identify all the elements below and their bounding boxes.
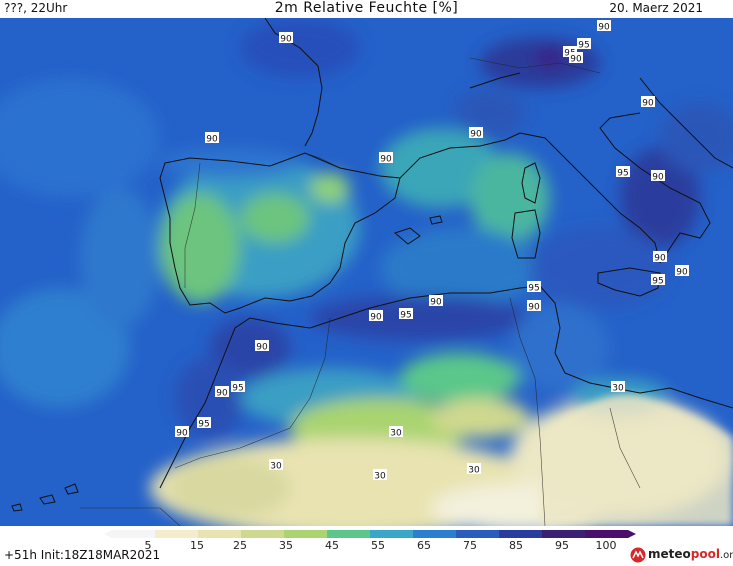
colorbar-segment: [499, 530, 543, 538]
svg-text:95: 95: [652, 277, 663, 287]
contour-label: 90: [597, 20, 611, 33]
colorbar-segment: [112, 530, 156, 538]
contour-label: 90: [175, 426, 189, 439]
init-time-label: +51h Init:18Z18MAR2021: [4, 548, 161, 562]
svg-text:95: 95: [198, 420, 209, 430]
map-title: 2m Relative Feuchte [%]: [274, 0, 459, 16]
contour-label: 90: [255, 340, 269, 353]
svg-text:95: 95: [617, 169, 628, 179]
contour-label: 90: [469, 127, 483, 140]
logo-suffix: .org: [719, 550, 733, 561]
contour-label: 30: [373, 469, 387, 482]
header-bar: ???, 22Uhr 2m Relative Feuchte [%] 20. M…: [0, 0, 733, 18]
contour-label: 90: [205, 132, 219, 145]
colorbar-segment: [542, 530, 586, 538]
svg-text:95: 95: [528, 284, 539, 294]
contour-label: 90: [569, 52, 583, 65]
colorbar-segment: [370, 530, 414, 538]
colorbar: 5 15 25 35 45 55 65 75 85 95 100: [104, 530, 636, 550]
colorbar-segment: [585, 530, 629, 538]
colorbar-tick-label: 85: [509, 539, 523, 550]
contour-label: 95: [399, 308, 413, 321]
contour-label: 90: [651, 170, 665, 183]
forecast-time-label: ???, 22Uhr: [4, 1, 68, 15]
svg-text:90: 90: [216, 389, 228, 399]
contour-label: 90: [641, 96, 655, 109]
contour-label: 30: [467, 463, 481, 476]
contour-label: 90: [675, 265, 689, 278]
colorbar-segment: [241, 530, 285, 538]
svg-text:90: 90: [206, 135, 218, 145]
contour-label: 90: [653, 251, 667, 264]
logo-part2: pool: [690, 547, 720, 561]
contour-label: 30: [389, 426, 403, 439]
country-borders: [80, 57, 641, 526]
footer-bar: 5 15 25 35 45 55 65 75 85 95 100 +51h Init:18Z18MA…: [0, 526, 733, 566]
svg-text:95: 95: [232, 384, 243, 394]
svg-text:90: 90: [528, 303, 540, 313]
contour-label: 95: [231, 381, 245, 394]
colorbar-tick-label: 55: [371, 539, 385, 550]
svg-text:95: 95: [400, 311, 411, 321]
colorbar-tick-label: 75: [463, 539, 477, 550]
humidity-map: 90 95 95 90 90 90 90 90 90 95 90 90 95 90 95 90 90 95 90 90…: [0, 18, 733, 526]
colorbar-segment: [155, 530, 199, 538]
colorbar-tick-label: 100: [596, 539, 617, 550]
contour-label: 95: [577, 38, 591, 51]
contour-label: 90: [279, 32, 293, 45]
colorbar-tick-label: 95: [555, 539, 569, 550]
svg-text:90: 90: [642, 99, 654, 109]
colorbar-segment: [198, 530, 242, 538]
svg-text:90: 90: [256, 343, 268, 353]
colorbar-segment: [327, 530, 371, 538]
contour-label: 30: [269, 459, 283, 472]
svg-text:30: 30: [270, 462, 282, 472]
colorbar-tick-label: 45: [325, 539, 339, 550]
svg-text:30: 30: [374, 472, 386, 482]
forecast-date-label: 20. Maerz 2021: [609, 1, 703, 15]
svg-text:30: 30: [612, 384, 624, 394]
colorbar-max-arrow: [628, 530, 636, 538]
svg-text:30: 30: [390, 429, 402, 439]
svg-text:90: 90: [654, 254, 666, 264]
contour-label: 90: [379, 152, 393, 165]
logo-part1: meteo: [648, 547, 691, 561]
contour-label: 90: [369, 310, 383, 323]
svg-text:90: 90: [470, 130, 482, 140]
contour-label: 95: [527, 281, 541, 294]
svg-text:95: 95: [578, 41, 589, 51]
meteopool-logo-text: meteopool.org: [648, 547, 733, 561]
contour-label: 95: [616, 166, 630, 179]
svg-text:90: 90: [652, 173, 664, 183]
svg-text:90: 90: [598, 23, 610, 33]
svg-text:90: 90: [380, 155, 392, 165]
svg-text:90: 90: [676, 268, 688, 278]
contour-label: 90: [527, 300, 541, 313]
svg-text:90: 90: [280, 35, 292, 45]
colorbar-tick-label: 15: [190, 539, 204, 550]
svg-text:90: 90: [570, 55, 582, 65]
contour-label: 90: [215, 386, 229, 399]
colorbar-tick-label: 5: [145, 539, 152, 550]
dry-region: [540, 394, 733, 526]
colorbar-segment: [284, 530, 328, 538]
svg-text:30: 30: [468, 466, 480, 476]
meteopool-logo-icon: [630, 547, 646, 563]
contour-label-layer: 90 95 95 90 90 90 90 90 90 95 90 90 95 90 95 90 90 95 90 90…: [175, 20, 689, 482]
svg-text:90: 90: [176, 429, 188, 439]
svg-text:90: 90: [430, 298, 442, 308]
contour-label: 90: [429, 295, 443, 308]
colorbar-segment: [413, 530, 457, 538]
colorbar-tick-label: 25: [233, 539, 247, 550]
meteopool-logo: meteopool.org: [630, 544, 733, 566]
svg-text:90: 90: [370, 313, 382, 323]
colorbar-min-arrow: [104, 530, 112, 538]
colorbar-tick-label: 35: [279, 539, 293, 550]
contour-label: 95: [651, 274, 665, 287]
contour-label: 30: [611, 381, 625, 394]
contour-label: 95: [197, 417, 211, 430]
colorbar-segment: [456, 530, 500, 538]
colorbar-tick-label: 65: [417, 539, 431, 550]
